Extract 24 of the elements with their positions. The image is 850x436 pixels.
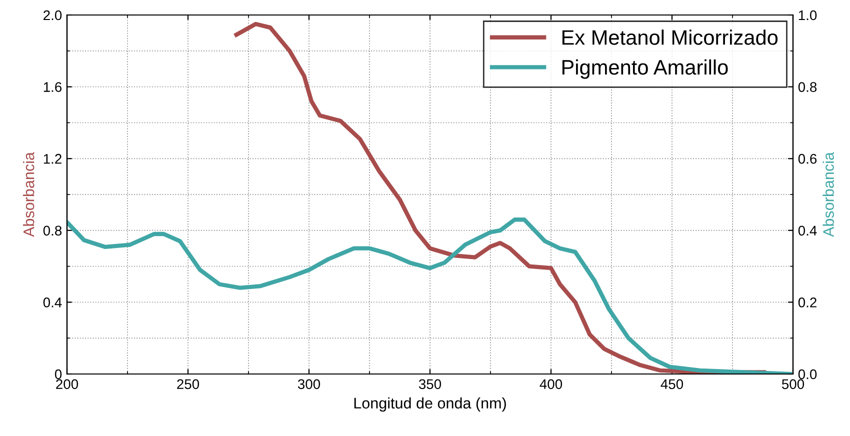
x-axis-title: Longitud de onda (nm) bbox=[354, 397, 506, 412]
x-tick-label: 400 bbox=[540, 379, 562, 390]
y2-tick-label: 0.2 bbox=[798, 298, 816, 308]
y-tick-label: 1.2 bbox=[44, 154, 62, 164]
legend-label: Ex Metanol Micorrizado bbox=[562, 30, 778, 45]
y2-axis-title: Absorbancia bbox=[822, 152, 834, 237]
x-tick-label: 250 bbox=[177, 379, 200, 390]
x-tick-label: 500 bbox=[782, 379, 804, 390]
y-tick-label: 1.6 bbox=[44, 82, 62, 92]
y2-tick-label: 0.0 bbox=[798, 369, 817, 380]
x-tick-label: 450 bbox=[660, 379, 684, 390]
y2-tick-label: 1.0 bbox=[798, 10, 817, 20]
y-tick-label: 0.8 bbox=[43, 226, 62, 236]
y2-tick-label: 0.4 bbox=[798, 226, 817, 236]
legend-label: Pigmento Amarillo bbox=[562, 59, 728, 79]
x-tick-label: 200 bbox=[56, 379, 78, 390]
y-axis-title: Absorbancia bbox=[23, 152, 34, 237]
y-tick-label: 0.4 bbox=[43, 298, 62, 308]
y2-tick-label: 0.8 bbox=[798, 82, 817, 92]
y2-tick-label: 0.6 bbox=[798, 154, 817, 164]
x-tick-label: 350 bbox=[418, 379, 442, 390]
y-tick-label: 2.0 bbox=[44, 10, 62, 20]
x-tick-label: 300 bbox=[298, 379, 320, 390]
y-tick-label: 0 bbox=[54, 369, 62, 380]
